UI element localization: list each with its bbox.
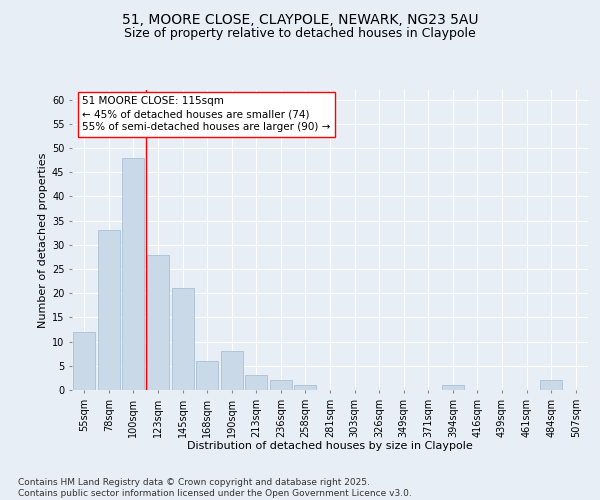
Text: Size of property relative to detached houses in Claypole: Size of property relative to detached ho… bbox=[124, 28, 476, 40]
Y-axis label: Number of detached properties: Number of detached properties bbox=[38, 152, 47, 328]
Bar bbox=[442, 385, 464, 390]
Bar bbox=[245, 376, 268, 390]
Bar bbox=[221, 352, 243, 390]
Text: 51, MOORE CLOSE, CLAYPOLE, NEWARK, NG23 5AU: 51, MOORE CLOSE, CLAYPOLE, NEWARK, NG23 … bbox=[122, 12, 478, 26]
Bar bbox=[270, 380, 292, 390]
Text: Contains HM Land Registry data © Crown copyright and database right 2025.
Contai: Contains HM Land Registry data © Crown c… bbox=[18, 478, 412, 498]
X-axis label: Distribution of detached houses by size in Claypole: Distribution of detached houses by size … bbox=[187, 441, 473, 451]
Bar bbox=[295, 385, 316, 390]
Text: 51 MOORE CLOSE: 115sqm
← 45% of detached houses are smaller (74)
55% of semi-det: 51 MOORE CLOSE: 115sqm ← 45% of detached… bbox=[82, 96, 331, 132]
Bar bbox=[73, 332, 95, 390]
Bar bbox=[172, 288, 194, 390]
Bar bbox=[122, 158, 145, 390]
Bar bbox=[98, 230, 120, 390]
Bar bbox=[540, 380, 562, 390]
Bar bbox=[147, 254, 169, 390]
Bar bbox=[196, 361, 218, 390]
